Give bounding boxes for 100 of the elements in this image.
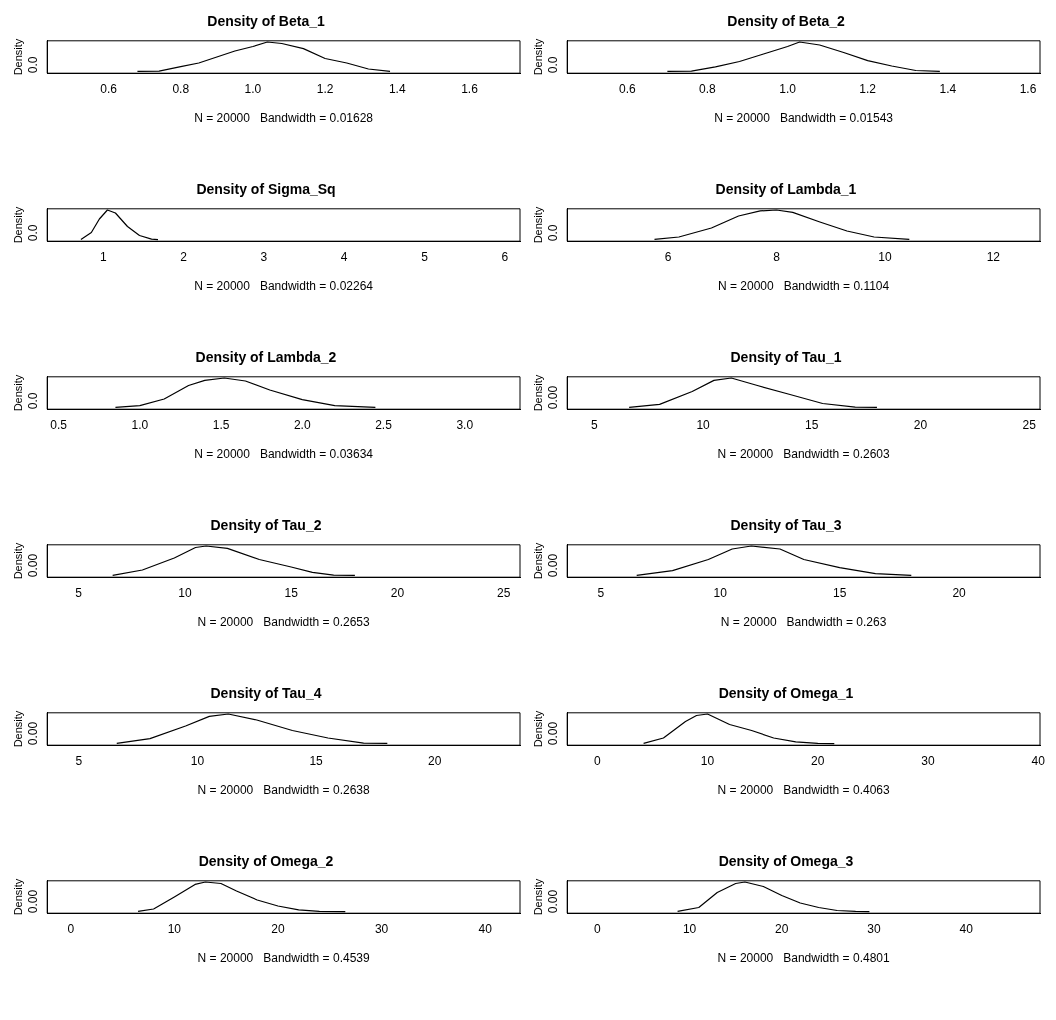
- x-tick-label: 0.5: [50, 417, 68, 432]
- x-tick-label: 10: [700, 753, 715, 768]
- chart-title: Density of Beta_1: [207, 13, 325, 30]
- x-tick-label: 1.0: [779, 81, 797, 96]
- x-tick-label: 40: [959, 921, 974, 936]
- x-tick-label: 5: [597, 585, 605, 600]
- x-tick-label: 2.5: [375, 417, 393, 432]
- x-axis-title: N = 20000 Bandwidth = 0.01543: [714, 111, 894, 126]
- x-tick-label: 0.6: [618, 81, 636, 96]
- x-tick-label: 1: [100, 249, 108, 264]
- y-axis-title: Density: [531, 878, 544, 916]
- x-tick-label: 10: [682, 921, 697, 936]
- chart-title: Density of Sigma_Sq: [196, 181, 336, 198]
- x-tick-label: 5: [591, 417, 599, 432]
- text: 0.0: [25, 56, 40, 74]
- x-tick-label: 0: [594, 921, 602, 936]
- y-axis-title: Density: [11, 710, 24, 748]
- text: 0.00: [545, 553, 560, 578]
- x-tick-label: 2: [180, 249, 188, 264]
- x-tick-label: 1.0: [131, 417, 149, 432]
- x-axis-title: N = 20000 Bandwidth = 0.2603: [717, 447, 890, 462]
- chart-title: Density of Tau_2: [210, 517, 322, 534]
- x-tick-label: 10: [696, 417, 711, 432]
- text: 0.0: [545, 56, 560, 74]
- x-tick-label: 1.6: [1019, 81, 1037, 96]
- x-tick-label: 20: [913, 417, 928, 432]
- x-tick-label: 20: [271, 921, 285, 936]
- x-tick-label: 5: [421, 249, 429, 264]
- x-tick-label: 8: [773, 249, 781, 264]
- x-tick-label: 12: [986, 249, 1001, 264]
- x-tick-label: 15: [832, 585, 847, 600]
- x-tick-label: 3.0: [456, 417, 474, 432]
- x-tick-label: 30: [867, 921, 881, 936]
- x-tick-label: 5: [75, 753, 83, 768]
- x-axis-title: N = 20000 Bandwidth = 0.4539: [197, 951, 370, 966]
- x-tick-label: 20: [775, 921, 789, 936]
- x-tick-label: 6: [501, 249, 509, 264]
- text: 0.0: [545, 224, 560, 242]
- x-axis-title: N = 20000 Bandwidth = 0.263: [720, 615, 887, 630]
- chart-title: Density of Lambda_1: [715, 181, 857, 198]
- x-tick-label: 30: [921, 753, 935, 768]
- x-tick-label: 1.4: [388, 81, 406, 96]
- y-axis-title: Density: [11, 878, 24, 916]
- y-axis-title: Density: [531, 374, 544, 412]
- x-tick-label: 20: [390, 585, 405, 600]
- x-tick-label: 25: [496, 585, 511, 600]
- x-tick-label: 1.6: [461, 81, 479, 96]
- chart-title: Density of Tau_3: [730, 517, 842, 534]
- x-tick-label: 25: [1022, 417, 1037, 432]
- text: 0.00: [25, 553, 40, 578]
- x-tick-label: 15: [309, 753, 324, 768]
- x-tick-label: 30: [374, 921, 389, 936]
- x-tick-label: 2.0: [293, 417, 311, 432]
- x-tick-label: 0: [593, 753, 601, 768]
- x-axis-title: N = 20000 Bandwidth = 0.02264: [194, 279, 374, 294]
- y-axis-title: Density: [11, 206, 24, 244]
- x-axis-title: N = 20000 Bandwidth = 0.2638: [197, 783, 370, 798]
- x-tick-label: 5: [75, 585, 83, 600]
- text: 0.0: [25, 224, 40, 242]
- x-axis-title: N = 20000 Bandwidth = 0.01628: [194, 111, 374, 126]
- x-tick-label: 1.2: [316, 81, 334, 96]
- y-axis-title: Density: [531, 542, 544, 580]
- chart-title: Density of Lambda_2: [195, 349, 337, 366]
- x-tick-label: 40: [1031, 753, 1046, 768]
- x-axis-title: N = 20000 Bandwidth = 0.4063: [717, 783, 890, 798]
- chart-title: Density of Tau_1: [730, 349, 842, 366]
- x-axis-title: N = 20000 Bandwidth = 0.03634: [194, 447, 374, 462]
- x-tick-label: 20: [428, 753, 442, 768]
- x-tick-label: 1.4: [939, 81, 957, 96]
- x-tick-label: 1.2: [859, 81, 877, 96]
- x-tick-label: 0.8: [699, 81, 717, 96]
- x-tick-label: 40: [478, 921, 493, 936]
- x-tick-label: 10: [713, 585, 728, 600]
- y-axis-title: Density: [531, 206, 544, 244]
- text: 0.00: [545, 721, 560, 746]
- x-tick-label: 6: [664, 249, 672, 264]
- x-tick-label: 4: [340, 249, 348, 264]
- x-tick-label: 10: [178, 585, 192, 600]
- y-axis-title: Density: [531, 710, 544, 748]
- x-tick-label: 10: [878, 249, 892, 264]
- x-tick-label: 15: [805, 417, 819, 432]
- x-tick-label: 10: [167, 921, 182, 936]
- text: 0.00: [545, 889, 560, 914]
- x-tick-label: 0.8: [172, 81, 190, 96]
- x-tick-label: 15: [284, 585, 299, 600]
- y-axis-title: Density: [11, 38, 24, 76]
- x-tick-label: 0: [67, 921, 75, 936]
- x-tick-label: 1.5: [212, 417, 230, 432]
- text: 0.00: [25, 889, 40, 914]
- x-axis-title: N = 20000 Bandwidth = 0.2653: [197, 615, 370, 630]
- chart-title: Density of Beta_2: [727, 13, 845, 30]
- x-tick-label: 10: [190, 753, 205, 768]
- chart-title: Density of Omega_1: [718, 685, 854, 702]
- y-axis-title: Density: [11, 374, 24, 412]
- x-tick-label: 3: [260, 249, 268, 264]
- y-axis-title: Density: [531, 38, 544, 76]
- x-tick-label: 20: [811, 753, 825, 768]
- x-tick-label: 1.0: [244, 81, 262, 96]
- text: 0.00: [545, 385, 560, 410]
- x-axis-title: N = 20000 Bandwidth = 0.4801: [717, 951, 890, 966]
